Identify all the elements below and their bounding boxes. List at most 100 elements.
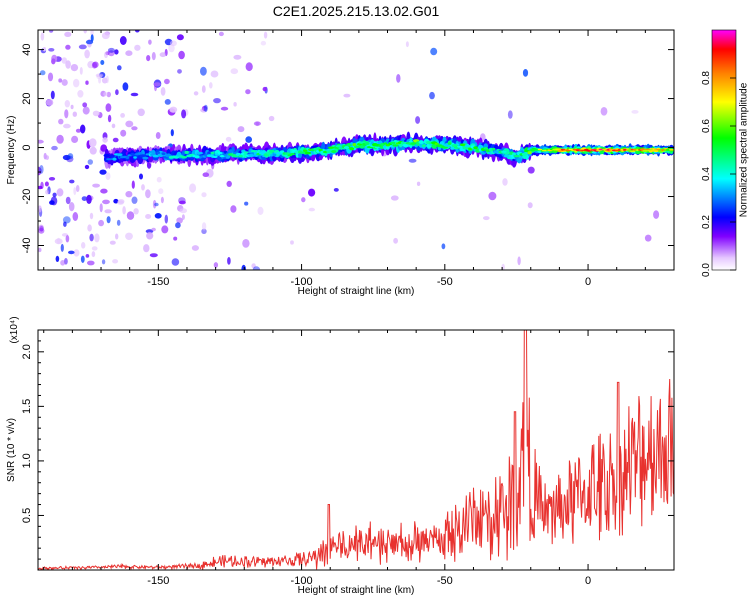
spectral-noise-point [73,78,80,88]
spectral-noise-point [522,69,529,77]
spectral-noise-point [155,132,161,139]
spectral-noise-point [102,199,110,205]
spectral-noise-point [151,227,156,232]
spectral-noise-point [137,108,145,117]
spectral-noise-point [90,34,94,42]
spectral-noise-point [191,245,199,251]
spectral-noise-point [263,31,268,39]
spectral-noise-point [94,233,100,243]
spectral-noise-point [131,180,135,189]
spectral-noise-point [145,189,151,199]
spectral-noise-point [122,82,129,91]
spectral-noise-point [225,136,232,142]
snr-line [38,330,674,570]
ridge-cell [331,150,337,153]
spectral-noise-point [44,181,49,187]
spectral-noise-point [47,72,54,82]
spectral-noise-point [146,55,151,62]
spectral-noise-point [92,110,100,117]
spectral-noise-point [201,222,207,231]
spectral-noise-point [242,239,250,248]
ridge-cell [521,152,528,156]
spectral-noise-point [61,79,68,86]
spectral-noise-point [156,176,162,183]
spectral-noise-point [65,235,70,243]
spectral-noise-point [89,212,94,220]
spectral-noise-point [85,254,90,258]
figure-title: C2E1.2025.215.13.02.G01 [273,3,440,19]
ridge-layer-3 [103,139,674,161]
spectral-noise-point [415,116,421,124]
spectral-noise-point [176,217,183,224]
spectral-noise-point [83,30,87,34]
spectral-noise-point [131,196,138,204]
spectral-noise-point [146,231,154,240]
spectral-noise-point [65,196,71,205]
spectral-noise-point [130,92,139,97]
spectral-noise-point [82,102,88,108]
spectral-noise-point [73,249,80,257]
ridge-cell [527,151,532,155]
spectral-noise-point [122,206,126,215]
ridge-cell [250,150,257,153]
ridge-cell [468,147,473,151]
spectral-noise-point [125,120,134,128]
spectral-noise-point [600,107,608,116]
ridge-cell [457,145,463,148]
snr-y-axis-label: SNR (10 * v/v) [6,418,17,482]
spectral-noise-point [67,153,74,160]
spectral-noise-point [241,264,246,270]
ridge-cell [130,153,135,156]
spectral-noise-point [390,195,399,201]
spectral-noise-point [65,60,71,69]
spectral-noise-point [133,208,139,215]
spectral-noise-point [408,158,417,163]
ridge-cell [364,142,370,145]
ridge-cell [483,147,489,150]
spectral-noise-point [201,192,207,198]
ridge-cell [503,154,509,158]
snr-x-tick-label: -150 [147,575,169,587]
ridge-cell [669,148,674,151]
spectral-noise-point [98,77,102,84]
spectral-noise-point [141,184,145,191]
snr-y-tick-label: 1.0 [21,453,33,468]
spectral-noise-point [117,199,125,204]
spectral-noise-point [48,177,56,181]
spectral-noise-point [171,258,180,266]
spectral-noise-point [45,155,49,161]
spectral-noise-point [343,93,351,98]
spectral-noise-point [102,137,108,143]
spectral-noise-point [116,219,121,226]
spectral-noise-point [507,110,513,119]
ridge-cell [184,150,189,154]
spectral-noise-point [193,91,199,96]
spectral-noise-point [148,39,152,45]
snr-y-tick-label: 2.0 [21,344,33,359]
spectral-noise-point [203,104,208,112]
ridge-cell [152,154,159,158]
ridge-cell [473,146,478,150]
spectral-noise-point [213,262,219,268]
spectral-noise-point [39,70,46,76]
spectral-noise-point [107,47,115,53]
spectral-noise-point [527,166,535,174]
spectral-noise-point [120,129,127,137]
spectral-noise-point [51,145,58,151]
spectral-noise-point [86,194,92,204]
spectral-noise-point [99,203,103,213]
spectral-noise-point [63,221,67,227]
spectral-noise-point [178,50,185,60]
spectral-noise-point [179,208,187,214]
ridge-cell [352,143,357,147]
spectral-noise-point [251,263,256,269]
ridge-cell [491,147,496,151]
spectral-noise-point [177,69,182,74]
spectral-noise-point [143,244,150,253]
spectral-noise-point [100,188,108,194]
snr-x-tick-label: 0 [585,575,591,587]
spectral-noise-point [109,240,116,245]
spectral-noise-point [63,123,71,129]
ridge-cell [303,149,308,152]
ridge-cell [223,154,228,157]
